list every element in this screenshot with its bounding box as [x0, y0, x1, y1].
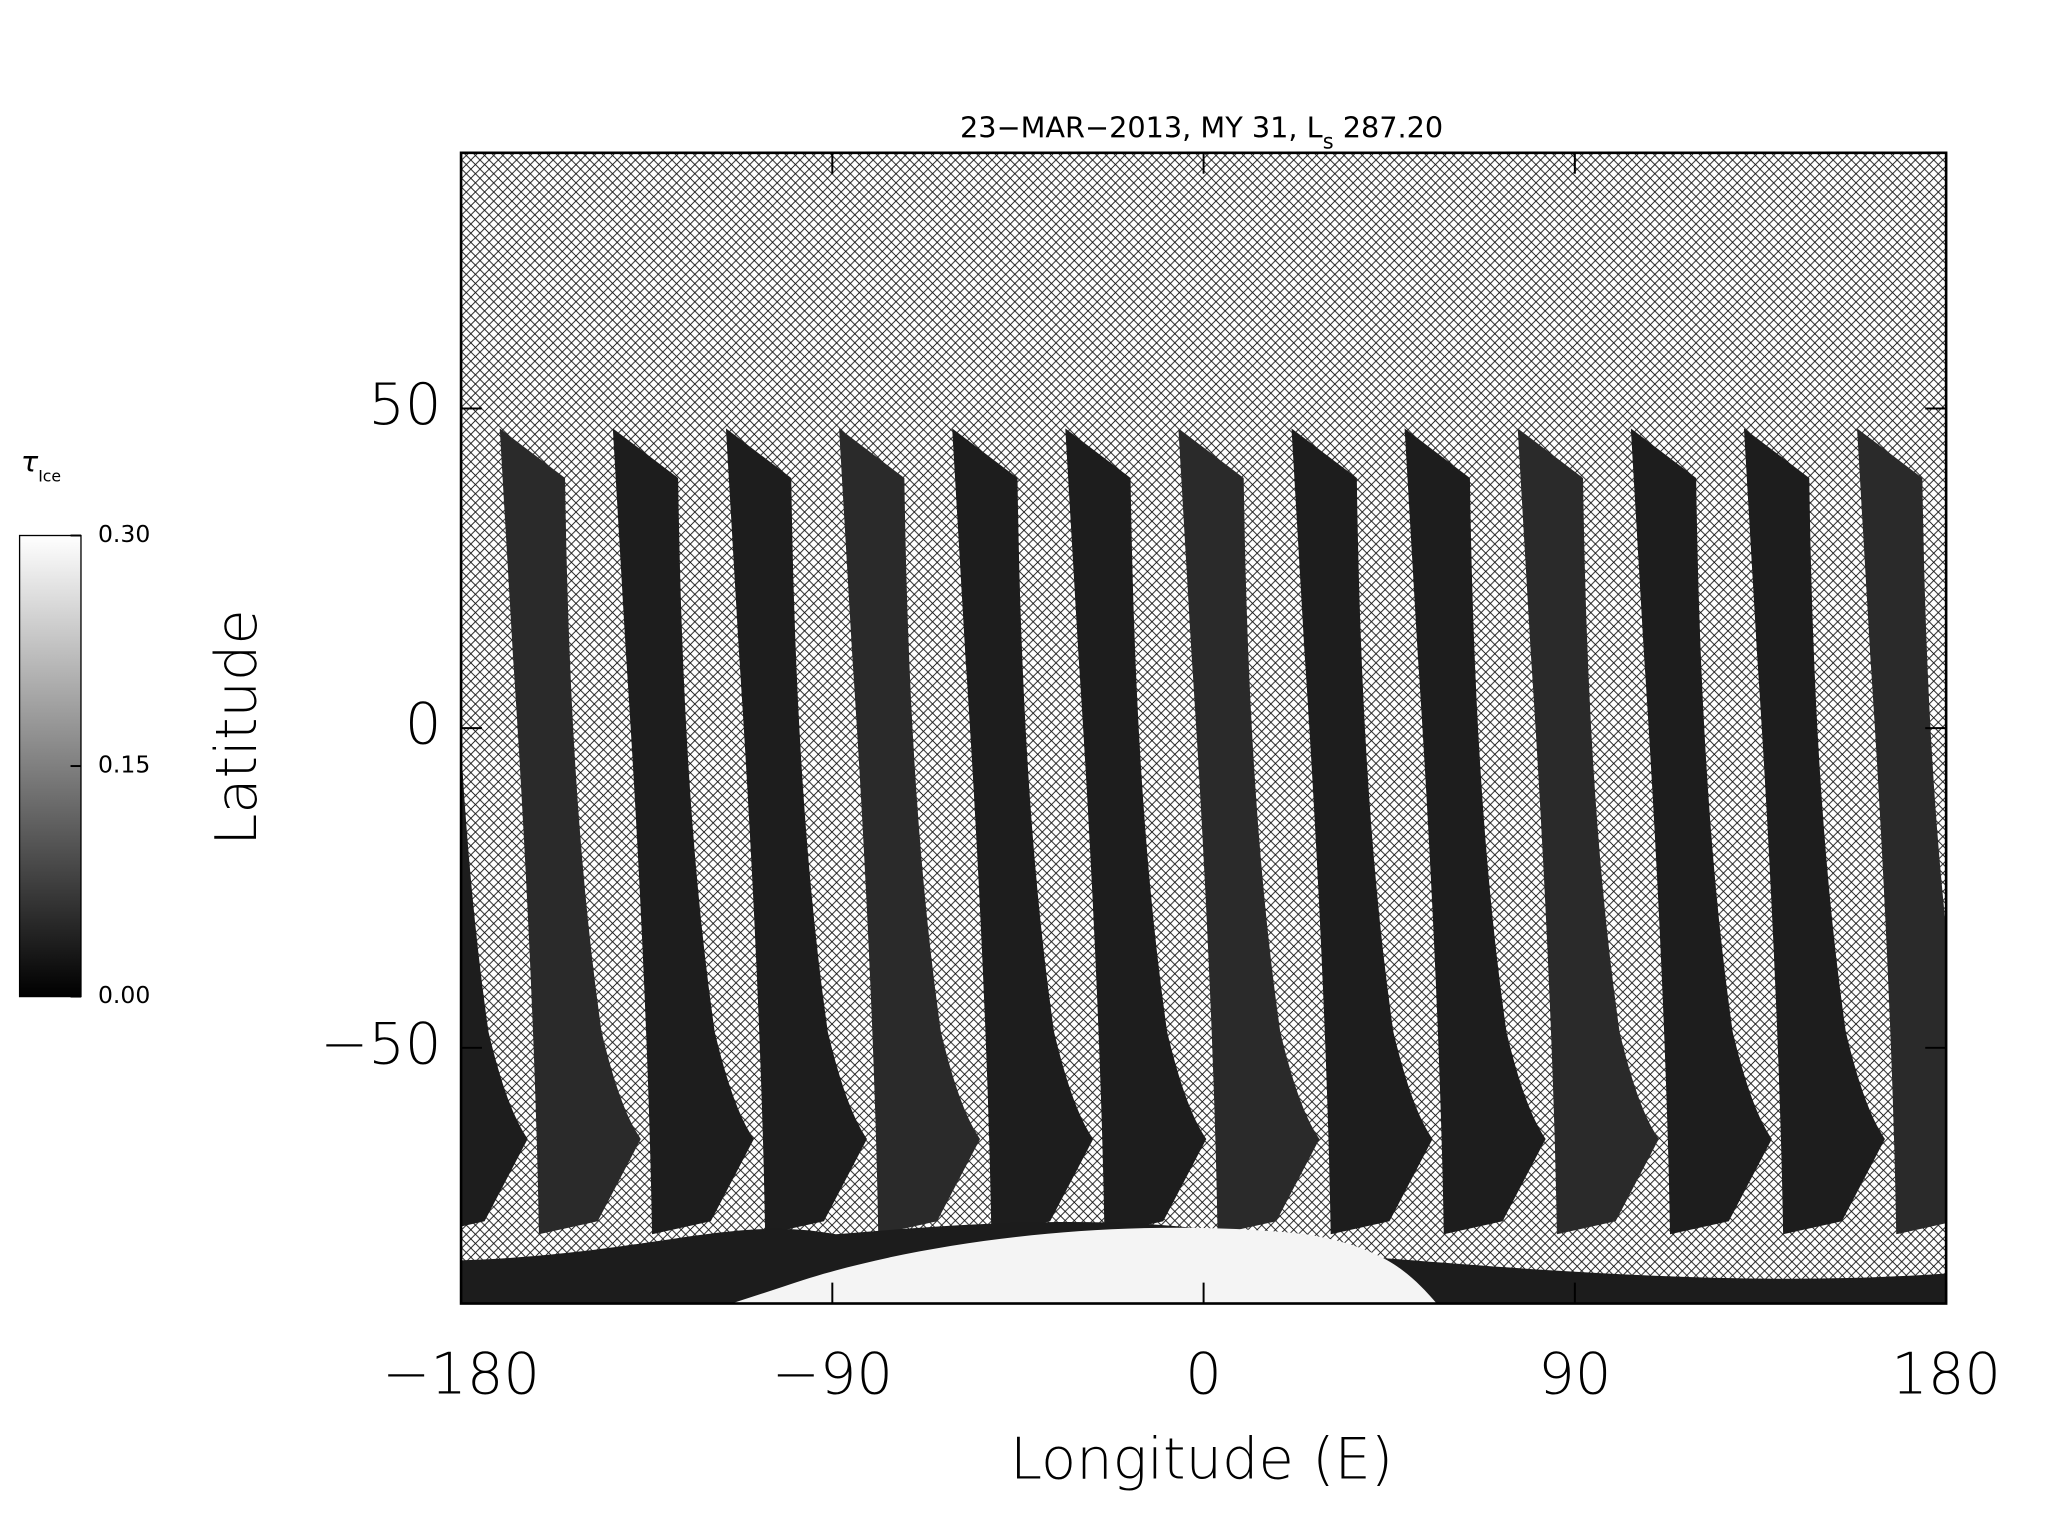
colorbar-label: τIce — [21, 445, 61, 486]
y-axis-label: Latitude — [203, 609, 270, 845]
colorbar-tick-label: 0.15 — [98, 751, 150, 779]
swath — [1517, 428, 1659, 1235]
swath — [1404, 428, 1546, 1235]
y-tick-label: −50 — [320, 1010, 441, 1077]
x-tick-label: 180 — [1891, 1340, 2001, 1407]
swath — [725, 428, 868, 1235]
swath — [1065, 428, 1207, 1235]
swath — [461, 746, 528, 1227]
colorbar-tick-label: 0.00 — [98, 981, 150, 1009]
polar-cap — [731, 1227, 1437, 1304]
title-suffix: 287.20 — [1334, 110, 1444, 144]
x-axis-label: Longitude (E) — [1010, 1425, 1393, 1492]
title-subscript: s — [1323, 129, 1334, 153]
swath — [839, 428, 981, 1235]
swath — [952, 428, 1094, 1235]
x-tick-label: 90 — [1538, 1340, 1611, 1407]
swaths — [461, 428, 1947, 1235]
chart-title: 23−MAR−2013, MY 31, Ls 287.20 — [960, 110, 1443, 153]
colorbar-tick-label: 0.30 — [98, 520, 150, 548]
swath — [1630, 428, 1772, 1235]
y-tick-label: 50 — [368, 371, 441, 438]
swath — [1857, 428, 1947, 1235]
map-image — [461, 152, 1947, 1304]
x-tick-label: 0 — [1185, 1340, 1222, 1407]
y-tick-label: 0 — [405, 691, 442, 758]
swath — [1178, 428, 1320, 1235]
colorbar-symbol: τ — [21, 445, 39, 479]
x-tick-label: −90 — [772, 1340, 893, 1407]
x-tick-label: −180 — [382, 1340, 540, 1407]
swath — [499, 428, 641, 1235]
swath — [1743, 428, 1885, 1235]
swath — [1291, 428, 1433, 1235]
title-prefix: 23−MAR−2013, MY 31, L — [960, 110, 1323, 144]
swath — [612, 428, 754, 1235]
colorbar-subscript: Ice — [38, 466, 61, 485]
